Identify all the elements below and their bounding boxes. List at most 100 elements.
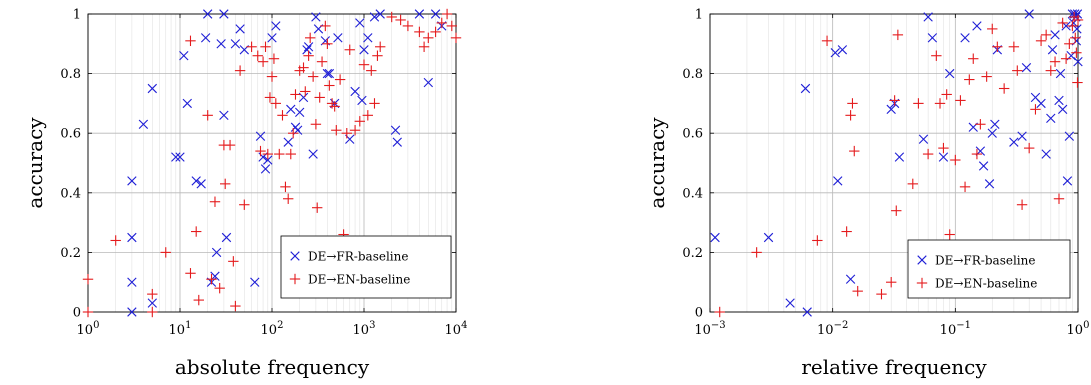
data-point (147, 306, 158, 318)
x-tick-label: 104 (445, 320, 468, 338)
data-point (224, 139, 236, 151)
data-point (1054, 95, 1064, 106)
data-point (230, 39, 241, 49)
data-point (950, 154, 961, 166)
data-point (889, 95, 900, 106)
data-point (268, 53, 280, 64)
data-point (821, 35, 833, 47)
legend-marker (290, 251, 300, 261)
data-point (894, 152, 905, 162)
data-point (987, 128, 997, 138)
ticks: 100 101 102 103 104 0 0.2 0.4 0.6 0.8 1 (60, 8, 467, 339)
data-point (82, 274, 94, 285)
data-point (308, 149, 318, 159)
data-point (785, 298, 795, 308)
data-point (959, 181, 971, 193)
data-point (349, 125, 361, 136)
y-axis-label: accuracy (23, 117, 47, 209)
data-point (891, 205, 902, 216)
data-point (833, 176, 843, 186)
data-point (941, 89, 952, 100)
data-point (395, 14, 406, 26)
legend-label: DE→EN-baseline (308, 272, 410, 286)
data-point (1053, 193, 1065, 204)
data-point (375, 9, 385, 19)
legend-marker (917, 255, 927, 265)
y-tick-label: 0.6 (60, 127, 81, 142)
data-point (1071, 47, 1082, 58)
data-point (333, 33, 343, 43)
data-point (147, 288, 158, 300)
data-point (1040, 29, 1052, 41)
data-point (876, 288, 887, 300)
data-point (266, 71, 278, 82)
data-point (362, 110, 374, 121)
data-point (430, 9, 441, 19)
data-point (885, 277, 897, 288)
data-point (255, 145, 266, 157)
data-point (938, 152, 949, 162)
x-tick-label: 103 (353, 320, 376, 338)
data-point (298, 62, 309, 73)
data-point (1035, 35, 1047, 47)
data-point (886, 104, 896, 115)
y-tick-label: 0 (695, 306, 703, 321)
data-point (386, 11, 397, 23)
data-point (270, 98, 282, 109)
data-point (288, 128, 299, 139)
data-point (1030, 104, 1041, 115)
data-point (185, 268, 196, 279)
data-point (331, 125, 342, 136)
data-point (710, 232, 720, 243)
data-point (280, 181, 291, 193)
data-point (366, 65, 377, 76)
data-point (147, 298, 157, 308)
data-point (350, 86, 360, 97)
data-point (147, 83, 157, 94)
data-point (211, 247, 222, 258)
data-point (1012, 65, 1023, 76)
data-point (329, 101, 340, 112)
legend-label: DE→EN-baseline (935, 276, 1037, 290)
data-point (955, 95, 966, 106)
data-point (441, 8, 453, 20)
x-tick-label: 100 (77, 320, 100, 338)
data-point (1047, 45, 1058, 55)
data-point (179, 51, 189, 61)
series-de-en (82, 8, 462, 318)
data-point (311, 12, 321, 22)
data-point (354, 116, 365, 127)
legend-label: DE→FR-baseline (308, 249, 408, 263)
data-point (206, 274, 217, 285)
data-point (82, 306, 94, 318)
y-tick-label: 0.4 (60, 186, 81, 201)
data-point (927, 33, 938, 43)
data-point (751, 247, 762, 258)
legend-box (280, 235, 452, 299)
data-point (369, 98, 380, 109)
data-point (423, 77, 433, 88)
data-point (830, 48, 840, 58)
data-point (390, 125, 401, 135)
data-point (171, 152, 181, 162)
data-point (849, 145, 860, 157)
data-point (1021, 62, 1032, 73)
data-point (324, 68, 335, 79)
data-point (1073, 56, 1083, 67)
legend-marker (916, 277, 928, 289)
data-point (987, 23, 998, 35)
data-point (990, 119, 1000, 129)
data-point (300, 86, 311, 97)
x-tick-label: 101 (169, 320, 192, 338)
data-point (1049, 56, 1061, 67)
data-point (262, 148, 273, 160)
data-point (918, 134, 929, 144)
data-point (344, 44, 355, 55)
data-point (1023, 142, 1035, 154)
data-point (968, 53, 979, 64)
data-point (392, 137, 402, 147)
data-point (418, 41, 430, 52)
data-point (355, 18, 365, 28)
data-point (271, 21, 281, 31)
data-point (310, 119, 322, 130)
